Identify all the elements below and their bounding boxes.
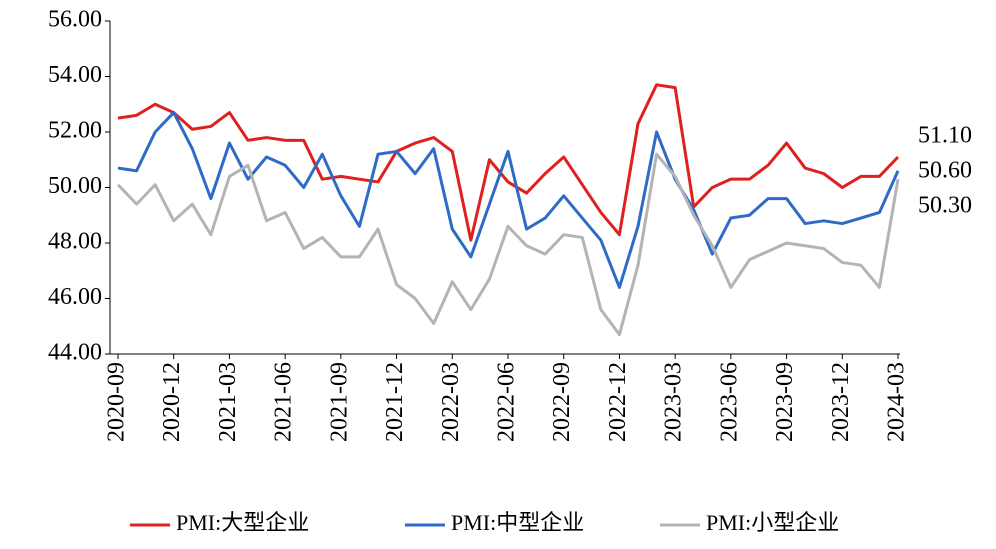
x-tick-label: 2023-09 xyxy=(772,362,798,442)
y-tick-label: 44.00 xyxy=(48,340,102,366)
x-tick-label: 2022-06 xyxy=(494,362,520,442)
x-tick-label: 2023-12 xyxy=(828,362,854,442)
legend-label: PMI:小型企业 xyxy=(706,510,839,535)
x-tick-label: 2020-09 xyxy=(104,362,130,442)
y-tick-label: 56.00 xyxy=(48,7,102,33)
y-tick-label: 46.00 xyxy=(48,284,102,310)
legend: PMI:大型企业 PMI:中型企业 PMI:小型企业 xyxy=(130,510,839,535)
value-label: 50.60 xyxy=(918,158,972,184)
y-tick-label: 50.00 xyxy=(48,173,102,199)
y-tick-label: 48.00 xyxy=(48,229,102,255)
y-tick-label: 52.00 xyxy=(48,118,102,144)
y-tick-label: 54.00 xyxy=(48,62,102,88)
x-tick-label: 2023-06 xyxy=(716,362,742,442)
x-tick-label: 2021-12 xyxy=(382,362,408,442)
line-series xyxy=(116,152,900,337)
line-series xyxy=(117,111,900,289)
x-tick-label: 2024-03 xyxy=(884,362,910,442)
x-tick-label: 2021-03 xyxy=(215,362,241,442)
legend-label: PMI:大型企业 xyxy=(176,510,309,535)
x-tick-label: 2021-06 xyxy=(271,362,297,442)
value-label: 51.10 xyxy=(918,123,972,149)
x-tick-label: 2022-03 xyxy=(438,362,464,442)
x-tick-label: 2022-12 xyxy=(605,362,631,442)
x-tick-label: 2023-03 xyxy=(661,362,687,442)
legend-label: PMI:中型企业 xyxy=(451,510,584,535)
x-tick-label: 2022-09 xyxy=(549,362,575,442)
x-tick-label: 2020-12 xyxy=(159,362,185,442)
value-label: 50.30 xyxy=(918,193,972,219)
x-tick-label: 2021-09 xyxy=(326,362,352,442)
line-series xyxy=(117,83,900,242)
